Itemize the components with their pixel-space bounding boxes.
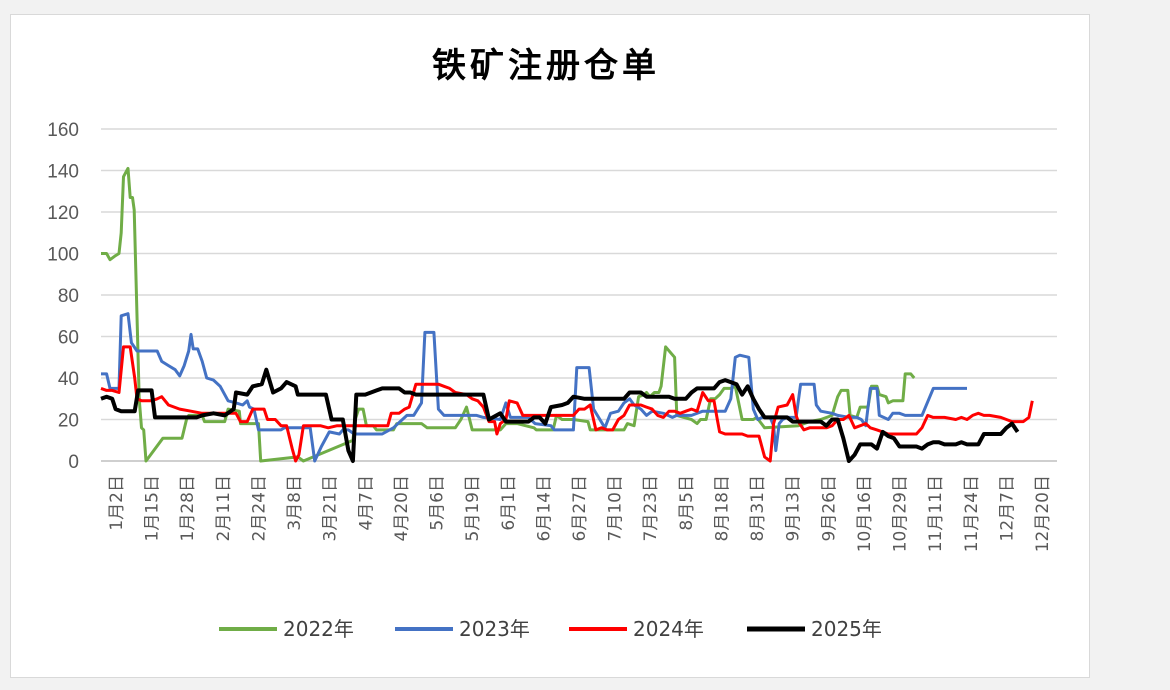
x-tick-label: 6月1日	[499, 475, 519, 531]
y-tick-label: 40	[58, 369, 79, 390]
y-tick-label: 0	[68, 452, 79, 473]
x-tick-label: 9月13日	[784, 475, 804, 541]
y-tick-label: 120	[47, 203, 79, 224]
x-tick-label: 9月26日	[819, 475, 839, 541]
x-tick-label: 12月20日	[1033, 475, 1053, 552]
legend-label: 2024年	[633, 617, 704, 641]
x-tick-label: 10月16日	[855, 475, 875, 552]
x-tick-label: 2月11日	[214, 475, 234, 541]
gridlines	[101, 128, 1057, 462]
x-tick-label: 10月29日	[891, 475, 911, 552]
legend-label: 2023年	[459, 617, 530, 641]
x-tick-label: 7月10日	[606, 475, 626, 541]
x-tick-label: 11月11日	[926, 475, 946, 552]
y-tick-label: 160	[47, 120, 79, 141]
x-tick-label: 2月24日	[249, 475, 269, 541]
legend-label: 2022年	[283, 617, 354, 641]
x-tick-label: 4月7日	[356, 475, 376, 531]
chart-card: 铁矿注册仓单 0 20 40 60 80 100 120 140 160 1月2日 1月15日 1月…	[10, 14, 1090, 678]
legend: 2022年 2023年 2024年 2025年	[219, 617, 882, 641]
chart-title: 铁矿注册仓单	[432, 46, 660, 86]
x-tick-label: 1月2日	[107, 475, 127, 531]
x-tick-label: 3月8日	[285, 475, 305, 531]
y-tick-label: 80	[58, 286, 79, 307]
x-tick-label: 11月24日	[962, 475, 982, 552]
x-tick-label: 8月18日	[712, 475, 732, 541]
x-tick-label: 12月7日	[997, 475, 1017, 541]
y-axis-ticks: 0 20 40 60 80 100 120 140 160	[47, 120, 79, 473]
y-tick-label: 100	[47, 245, 79, 266]
y-tick-label: 60	[58, 328, 79, 349]
series-lines	[100, 166, 1034, 463]
x-tick-label: 1月28日	[178, 475, 198, 541]
x-tick-label: 5月6日	[428, 475, 448, 531]
series-line-2025年	[100, 367, 1020, 463]
x-tick-label: 8月31日	[748, 475, 768, 541]
y-tick-label: 20	[58, 411, 79, 432]
y-tick-label: 140	[47, 162, 79, 183]
series-line-2024年	[100, 345, 1034, 463]
x-tick-label: 4月20日	[392, 475, 412, 541]
x-tick-label: 6月27日	[570, 475, 590, 541]
x-tick-label: 6月14日	[534, 475, 554, 541]
x-tick-label: 1月15日	[143, 475, 163, 541]
x-tick-label: 5月19日	[463, 475, 483, 541]
x-tick-label: 8月5日	[677, 475, 697, 531]
legend-label: 2025年	[811, 617, 882, 641]
x-tick-label: 7月23日	[641, 475, 661, 541]
x-axis-ticks: 1月2日 1月15日 1月28日 2月11日 2月24日 3月8日 3月21日 4月7日 4月2…	[107, 475, 1053, 552]
x-tick-label: 3月21日	[321, 475, 341, 541]
